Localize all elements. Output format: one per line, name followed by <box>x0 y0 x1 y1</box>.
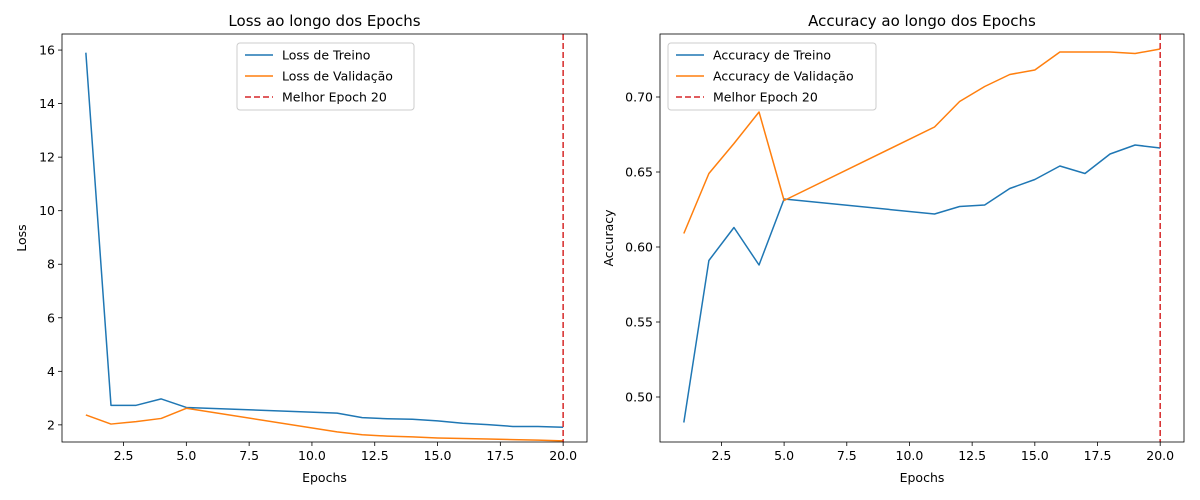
x-tick-label: 7.5 <box>239 448 259 463</box>
legend-box <box>667 42 877 111</box>
x-tick-label: 15.0 <box>1021 448 1049 463</box>
chart-title: Loss ao longo dos Epochs <box>228 12 420 30</box>
y-tick-label: 10 <box>39 203 55 218</box>
y-tick-label: 4 <box>47 364 55 379</box>
x-tick-label: 15.0 <box>424 448 452 463</box>
chart-title: Accuracy ao longo dos Epochs <box>808 12 1036 30</box>
legend-label-accuracy-de-validacao: Accuracy de Validação <box>713 69 854 84</box>
y-tick-label: 12 <box>39 150 55 165</box>
y-axis-label: Loss <box>14 224 29 251</box>
y-tick-label: 0.55 <box>625 315 653 330</box>
y-tick-label: 14 <box>39 96 55 111</box>
x-tick-label: 2.5 <box>711 448 731 463</box>
accuracy-chart: 2.5 5.0 7.5 10.0 12.5 15.0 17.5 20.0 0.50 0.55 0.6… <box>601 12 1185 485</box>
x-tick-label: 20.0 <box>549 448 577 463</box>
x-tick-label: 17.5 <box>486 448 514 463</box>
y-tick-label: 2 <box>47 417 55 432</box>
legend: Accuracy de Treino Accuracy de Validação M… <box>667 42 877 111</box>
legend-label-melhor-epoch-20: Melhor Epoch 20 <box>282 90 387 105</box>
y-tick-label: 8 <box>47 257 55 272</box>
legend-label-loss-de-validacao: Loss de Validação <box>282 69 393 84</box>
legend-box <box>236 42 415 111</box>
x-tick-label: 5.0 <box>774 448 794 463</box>
x-tick-label: 5.0 <box>176 448 196 463</box>
x-tick-label: 12.5 <box>958 448 986 463</box>
x-tick-label: 12.5 <box>361 448 389 463</box>
y-tick-label: 0.65 <box>625 165 653 180</box>
x-tick-label: 10.0 <box>896 448 924 463</box>
y-tick-label: 0.60 <box>625 240 653 255</box>
legend-label-accuracy-de-treino: Accuracy de Treino <box>713 48 831 63</box>
series-line-loss-de-validacao <box>85 407 564 442</box>
plot-area <box>683 34 1161 442</box>
legend-label-loss-de-treino: Loss de Treino <box>282 48 370 63</box>
x-tick-label: 20.0 <box>1146 448 1174 463</box>
axes-frame <box>61 33 588 443</box>
y-tick-label: 16 <box>39 43 55 58</box>
x-tick-label: 17.5 <box>1084 448 1112 463</box>
loss-chart: 2.5 5.0 7.5 10.0 12.5 15.0 17.5 20.0 2 4 6 8 10 12 14 1… <box>14 12 588 485</box>
axes-frame <box>659 33 1185 443</box>
x-tick-label: 2.5 <box>114 448 134 463</box>
x-tick-label: 10.0 <box>298 448 326 463</box>
series-line-loss-de-treino <box>85 52 564 429</box>
y-tick-label: 6 <box>47 310 55 325</box>
legend-label-melhor-epoch-20: Melhor Epoch 20 <box>713 90 818 105</box>
x-tick-label: 7.5 <box>837 448 857 463</box>
y-axis-label: Accuracy <box>601 209 616 267</box>
series-line-accuracy-de-validacao <box>683 48 1161 234</box>
plot-area <box>85 34 564 442</box>
x-axis-label: Epochs <box>302 470 347 485</box>
x-axis-label: Epochs <box>900 470 945 485</box>
y-tick-label: 0.70 <box>625 90 653 105</box>
legend: Loss de Treino Loss de Validação Melhor Ep… <box>236 42 415 111</box>
series-line-accuracy-de-treino <box>683 144 1161 423</box>
y-tick-label: 0.50 <box>625 390 653 405</box>
